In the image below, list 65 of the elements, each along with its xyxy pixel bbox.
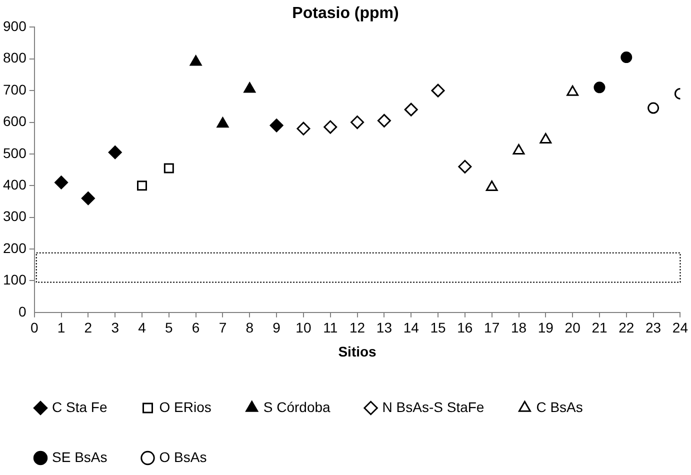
x-tick-label: 1	[57, 320, 66, 336]
y-tick-label: 600	[3, 113, 27, 130]
x-tick-label: 18	[510, 320, 527, 336]
point	[404, 102, 418, 116]
legend-label: C BsAs	[536, 398, 583, 415]
x-tick-label: 2	[84, 320, 92, 336]
point	[540, 132, 552, 144]
x-tick-label: 13	[376, 320, 392, 336]
x-tick-label: 7	[218, 320, 227, 336]
point	[81, 192, 95, 206]
y-tick-label: 100	[3, 272, 27, 288]
y-tick-label: 400	[3, 176, 27, 193]
x-tick-label: 17	[484, 320, 500, 336]
y-tick-label: 800	[3, 50, 27, 66]
x-tick-label: 3	[111, 320, 120, 336]
x-tick-label: 19	[538, 320, 554, 336]
legend-label: N BsAs-S StaFe	[382, 398, 484, 415]
legend-label: O ERios	[159, 398, 212, 415]
legend-label: SE BsAs	[52, 448, 108, 465]
x-tick-label: 16	[457, 320, 473, 336]
point	[270, 118, 284, 132]
x-tick-label: 5	[165, 320, 174, 336]
point	[164, 163, 174, 174]
x-tick-label: 22	[618, 320, 634, 336]
y-tick-label: 700	[3, 81, 27, 98]
x-tick-label: 11	[323, 320, 338, 336]
y-tick-label: 500	[3, 144, 27, 161]
legend-label: C Sta Fe	[52, 398, 108, 415]
y-tick-label: 200	[3, 240, 27, 256]
point	[137, 180, 147, 191]
x-tick-label: 23	[646, 320, 662, 336]
point	[377, 114, 391, 128]
x-tick-label: 9	[272, 320, 281, 336]
x-tick-label: 10	[296, 320, 312, 336]
x-tick-label: 12	[349, 320, 366, 336]
point	[108, 146, 122, 160]
x-tick-label: 8	[246, 320, 254, 336]
point	[350, 116, 364, 130]
x-tick-label: 4	[138, 320, 146, 336]
point	[54, 176, 68, 190]
chart-title: Potasio (ppm)	[292, 5, 399, 22]
x-tick-label: 0	[30, 320, 38, 336]
point	[594, 82, 606, 94]
x-tick-label: 21	[592, 320, 608, 336]
x-axis-title: Sitios	[338, 343, 377, 360]
point	[512, 144, 525, 155]
y-tick-label: 0	[18, 303, 27, 320]
point	[216, 117, 229, 128]
point	[190, 55, 202, 66]
point	[324, 120, 338, 134]
y-tick-label: 300	[3, 208, 27, 224]
x-tick-label: 24	[672, 320, 688, 336]
point	[458, 160, 472, 174]
point	[296, 122, 310, 136]
legend-label: S Córdoba	[263, 398, 331, 415]
point	[566, 85, 579, 96]
point	[620, 52, 632, 64]
x-tick-label: 6	[192, 320, 200, 336]
x-tick-label: 20	[564, 320, 581, 336]
x-tick-label: 15	[430, 320, 446, 336]
x-tick-label: 14	[403, 320, 420, 336]
legend-label: O BsAs	[159, 448, 207, 465]
point	[431, 84, 445, 98]
point	[244, 82, 256, 93]
y-tick-label: 900	[3, 18, 27, 34]
